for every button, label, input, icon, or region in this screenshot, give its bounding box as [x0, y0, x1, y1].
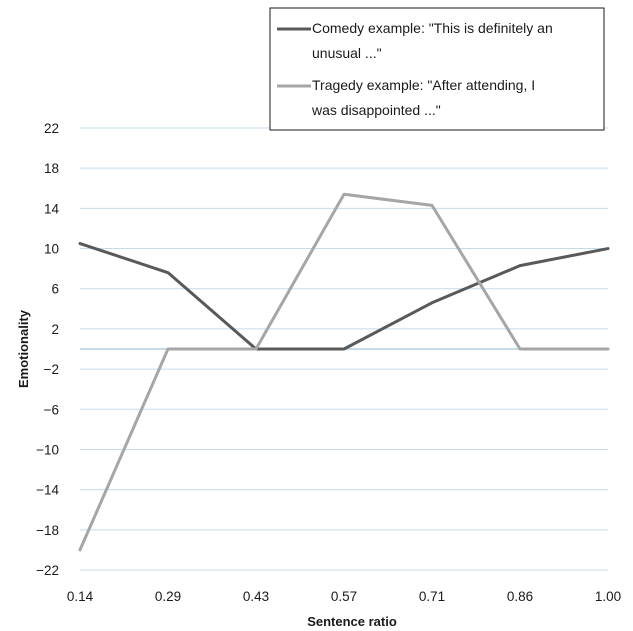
y-tick-label: 22: [44, 121, 59, 136]
y-tick-label: 14: [44, 201, 60, 216]
legend-label-comedy-line1: Comedy example: "This is definitely an: [312, 20, 553, 36]
y-tick-label: 6: [51, 282, 59, 297]
x-tick-label: 1.00: [595, 589, 621, 604]
x-axis-tick-labels: 0.14 0.29 0.43 0.57 0.71 0.86 1.00: [67, 589, 621, 604]
y-tick-label: −6: [44, 402, 59, 417]
y-tick-label: 18: [44, 161, 59, 176]
x-tick-label: 0.71: [419, 589, 445, 604]
x-tick-label: 0.57: [331, 589, 357, 604]
legend-label-tragedy-line2: was disappointed ...": [311, 102, 441, 118]
legend-label-tragedy-line1: Tragedy example: "After attending, I: [312, 77, 535, 93]
series-line-comedy: [78, 242, 610, 351]
x-tick-label: 0.86: [507, 589, 533, 604]
series-lines: [78, 192, 610, 552]
y-tick-label: −14: [36, 483, 59, 498]
y-tick-label: 2: [51, 322, 59, 337]
y-axis-tick-labels: 22 18 14 10 6 2 −2 −6 −10 −14 −18 −22: [36, 121, 59, 578]
y-axis-title: Emotionality: [16, 309, 31, 388]
x-tick-label: 0.43: [243, 589, 269, 604]
legend-label-comedy-line2: unusual ...": [312, 45, 382, 61]
y-tick-label: −10: [36, 442, 59, 457]
series-line-tragedy: [78, 192, 610, 552]
x-tick-label: 0.29: [155, 589, 181, 604]
y-tick-label: −18: [36, 523, 59, 538]
legend: Comedy example: "This is definitely an u…: [269, 7, 605, 131]
legend-box: [269, 7, 605, 131]
x-axis-title: Sentence ratio: [307, 614, 397, 629]
y-tick-label: −22: [36, 563, 59, 578]
x-tick-label: 0.14: [67, 589, 94, 604]
y-tick-label: −2: [44, 362, 59, 377]
y-tick-label: 10: [44, 242, 59, 257]
